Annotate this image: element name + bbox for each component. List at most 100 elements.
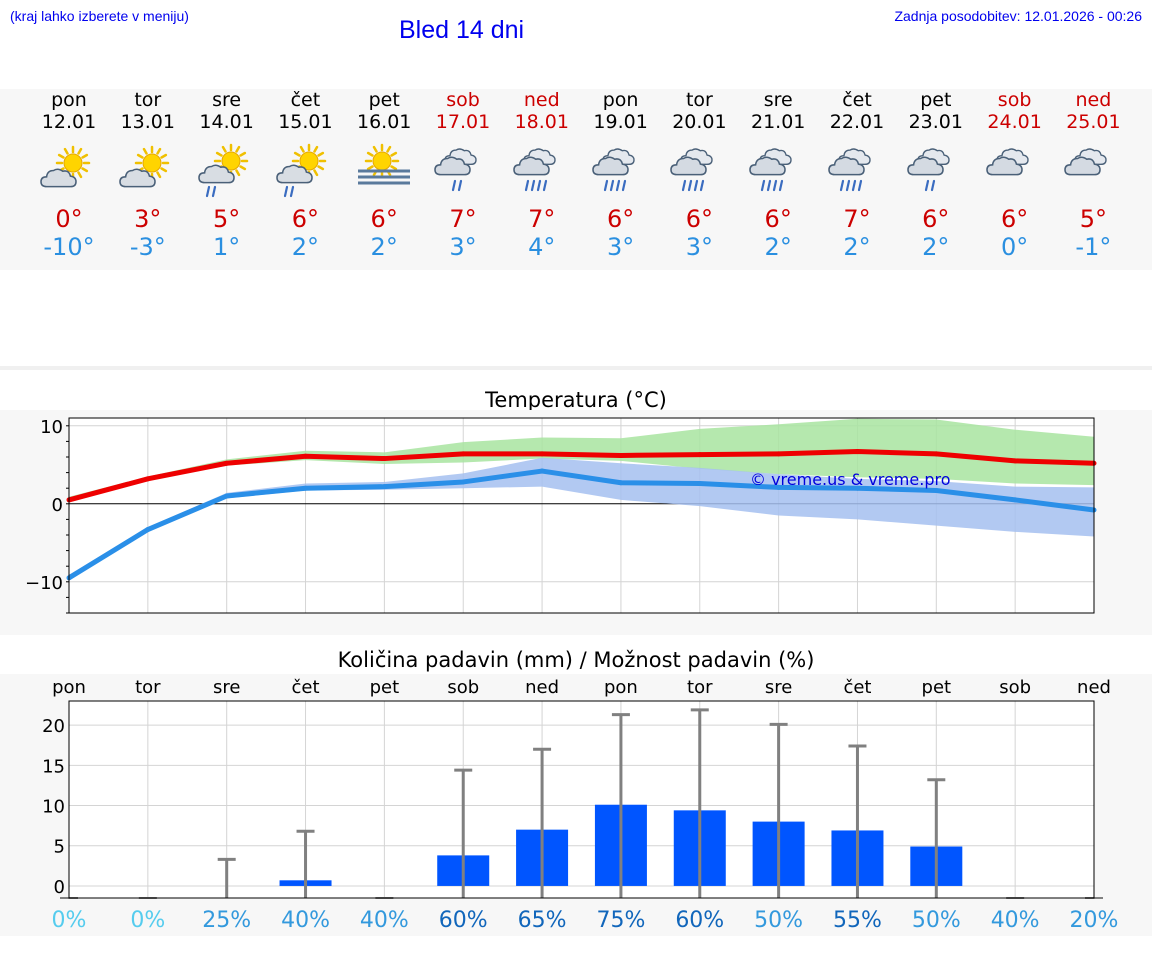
- y-tick-label: 0: [54, 877, 65, 898]
- max-temp-point: [776, 451, 782, 457]
- min-temp-point: [460, 479, 466, 485]
- day-name: pet: [368, 89, 400, 111]
- max-temp-point: [381, 456, 387, 462]
- x-day-label: ned: [1077, 677, 1111, 698]
- min-temp-line: [67, 468, 1095, 581]
- day-name: pet: [920, 89, 952, 111]
- day-name: ned: [523, 89, 560, 111]
- cloud-heavy-rain-icon: [502, 141, 582, 199]
- max-temp-point: [854, 449, 860, 455]
- min-temp-point: [776, 484, 782, 490]
- day-date: 17.01: [435, 111, 491, 133]
- min-temp-point: [224, 493, 230, 499]
- precip-chance-label: 50%: [912, 908, 961, 933]
- watermark: © vreme.us & vreme.pro: [750, 470, 951, 489]
- temp-min: 2°: [843, 233, 871, 261]
- x-day-label: čet: [292, 677, 320, 698]
- temp-min: 1°: [212, 233, 241, 261]
- min-temp-point: [854, 485, 860, 491]
- min-temp-point: [303, 485, 309, 491]
- precip-chance-label: 40%: [360, 908, 409, 933]
- day-forecast: tor 13.01 3° -3°: [108, 89, 188, 261]
- x-day-label: pet: [370, 677, 400, 698]
- temp-min: 4°: [528, 233, 556, 261]
- max-temp-point: [697, 452, 703, 458]
- day-forecast: ned 25.01 5° -1°: [1053, 89, 1133, 261]
- min-temp-point: [1012, 497, 1018, 503]
- cloud-rain-icon: [896, 141, 976, 199]
- y-tick-label: 10: [40, 417, 63, 438]
- temp-max: 6°: [685, 205, 714, 233]
- y-tick-label: 5: [54, 837, 65, 858]
- day-date: 16.01: [356, 111, 412, 133]
- x-day-label: sob: [999, 677, 1031, 698]
- cloud-icon: [975, 141, 1055, 199]
- day-name: čet: [842, 89, 872, 111]
- x-day-label: ned: [525, 677, 559, 698]
- y-tick-label: 20: [42, 716, 65, 737]
- temperature-chart: 10 0 −10 © vreme.us & vreme.pro: [0, 410, 1152, 635]
- precip-chance-label: 25%: [202, 908, 251, 933]
- plot-frame: [68, 417, 1095, 614]
- day-date: 15.01: [278, 111, 333, 133]
- x-day-label: sre: [213, 677, 240, 698]
- day-name: tor: [685, 89, 713, 111]
- last-update: Zadnja posodobitev: 12.01.2026 - 00:26: [894, 8, 1142, 24]
- min-temp-point: [381, 484, 387, 490]
- day-name: sre: [763, 89, 793, 111]
- day-date: 21.01: [750, 111, 806, 133]
- day-name: ned: [1075, 89, 1112, 111]
- temp-max: 3°: [134, 205, 162, 233]
- precip-chance-label: 0%: [130, 908, 165, 933]
- precip-chance-label: 60%: [439, 908, 488, 933]
- temp-min: -3°: [129, 233, 166, 261]
- page-title: Bled 14 dni: [399, 16, 525, 44]
- day-name: sre: [212, 89, 242, 111]
- temp-min: -10°: [43, 233, 95, 261]
- temp-max: 7°: [528, 205, 556, 233]
- max-temp-point: [618, 452, 624, 458]
- day-name: tor: [134, 89, 162, 111]
- temp-max: 5°: [212, 205, 241, 233]
- temp-chart-title: Temperatura (°C): [485, 388, 667, 412]
- day-forecast: pet 16.01 6° 2°: [344, 89, 424, 261]
- max-temp-point: [303, 453, 309, 459]
- x-day-label: pon: [604, 677, 638, 698]
- day-forecast: tor 20.01 6° 3°: [659, 89, 739, 261]
- temp-max: 6°: [606, 205, 635, 233]
- cloud-heavy-rain-icon: [659, 141, 739, 199]
- precip-chance-label: 50%: [754, 908, 803, 933]
- temp-min: 2°: [764, 233, 792, 261]
- location-hint: (kraj lahko izberete v meniju): [10, 8, 189, 24]
- x-day-label: sob: [447, 677, 479, 698]
- day-name: čet: [290, 89, 321, 111]
- y-tick-label: 0: [52, 495, 63, 516]
- temp-min: 2°: [291, 233, 320, 261]
- day-forecast: sre 21.01 6° 2°: [738, 89, 818, 261]
- day-forecast: sob 17.01 7° 3°: [423, 89, 503, 261]
- x-day-label: sre: [765, 677, 792, 698]
- precip-chart-title: Količina padavin (mm) / Možnost padavin …: [337, 648, 815, 672]
- temp-max: 5°: [1079, 205, 1108, 233]
- sun-cloud-icon: [29, 141, 109, 199]
- day-name: pon: [51, 89, 87, 111]
- day-date: 24.01: [987, 111, 1042, 133]
- day-date: 20.01: [672, 111, 727, 133]
- min-temp-point: [539, 468, 545, 474]
- day-forecast: čet 22.01 7° 2°: [817, 89, 897, 261]
- sun-cloud-rain-icon: [265, 141, 345, 199]
- day-forecast: pon 12.01 0° -10°: [29, 89, 109, 261]
- x-day-label: pon: [52, 677, 86, 698]
- day-forecast: sre 14.01 5° 1°: [187, 89, 267, 261]
- day-name: sob: [997, 89, 1032, 111]
- precipitation-chart: pon tor sre čet pet sob ned pon tor sre čet pet sob n…: [0, 674, 1152, 936]
- temp-max: 6°: [1000, 205, 1029, 233]
- y-tick-label: 15: [42, 756, 65, 777]
- day-date: 22.01: [829, 111, 885, 133]
- y-tick-label: −10: [25, 573, 63, 594]
- y-tick-label: 10: [42, 797, 65, 818]
- day-name: sob: [446, 89, 480, 111]
- temp-min: 0°: [1000, 233, 1029, 261]
- max-range-band: [69, 418, 1094, 502]
- day-date: 23.01: [908, 111, 963, 133]
